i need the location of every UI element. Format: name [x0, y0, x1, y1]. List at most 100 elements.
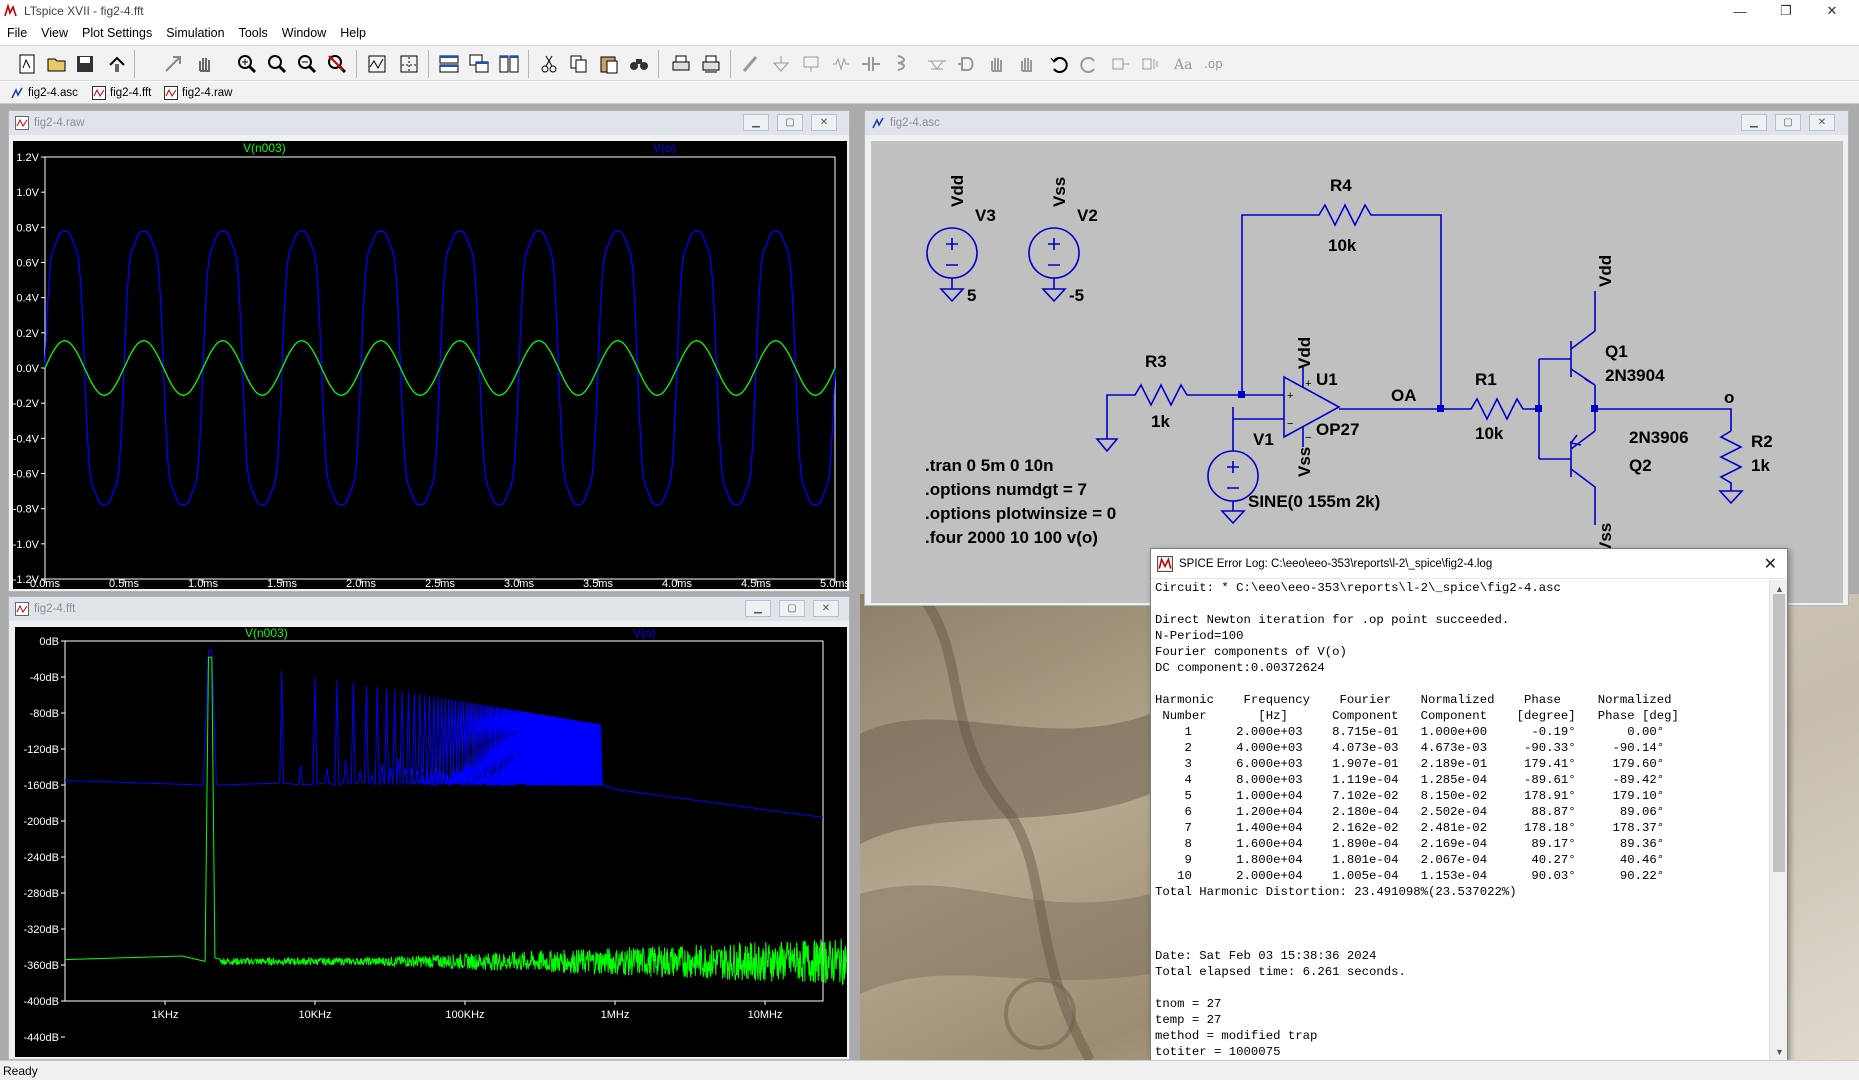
save-button[interactable] — [72, 52, 98, 76]
raw-close-button[interactable]: ✕ — [811, 114, 837, 131]
schematic-minimize-button[interactable]: ▁ — [1741, 114, 1767, 131]
schematic-canvas[interactable]: Vdd V3 5 Vss V2 -5 R4 10k R3 1k Vdd U1 O… — [871, 141, 1843, 603]
vn003-fft-trace[interactable] — [64, 656, 847, 986]
rotate-button[interactable] — [1108, 52, 1134, 76]
fft-close-button[interactable]: ✕ — [813, 600, 839, 617]
autorange-button[interactable] — [364, 52, 390, 76]
zoom-full-button[interactable] — [264, 52, 290, 76]
u1-model: OP27 — [1316, 420, 1359, 439]
r3-name: R3 — [1145, 352, 1167, 371]
schematic-maximize-button[interactable]: ▢ — [1775, 114, 1801, 131]
scroll-down-icon[interactable]: ▼ — [1775, 1047, 1784, 1057]
log-window-titlebar[interactable]: SPICE Error Log: C:\eeo\eeo-353\reports\… — [1151, 549, 1787, 579]
pick-traces-button[interactable] — [396, 52, 422, 76]
copy-button[interactable] — [566, 52, 592, 76]
fft-minimize-button[interactable]: ▁ — [745, 600, 771, 617]
run-button[interactable] — [160, 52, 186, 76]
component-icon — [958, 57, 974, 71]
close-button[interactable]: ✕ — [1809, 0, 1855, 22]
redo-button[interactable] — [1076, 52, 1102, 76]
zoom-out-button[interactable] — [294, 52, 320, 76]
trace-label-vn003[interactable]: V(n003) — [243, 141, 286, 155]
raw-maximize-button[interactable]: ▢ — [777, 114, 803, 131]
tab-fig2-4-asc[interactable]: fig2-4.asc — [10, 84, 78, 102]
log-line: DC component:0.00372624 — [1155, 661, 1325, 675]
menu-plot-settings[interactable]: Plot Settings — [82, 26, 153, 40]
text-button[interactable]: Aa — [1170, 52, 1196, 76]
print-setup-button[interactable] — [698, 52, 724, 76]
spice-directive-numdgt[interactable]: .options numdgt = 7 — [925, 480, 1087, 499]
fft-plot-window[interactable]: fig2-4.fft ▁ ▢ ✕ 0dB -40dB -80dB -120dB -160… — [8, 596, 850, 1060]
menu-file[interactable]: File — [7, 26, 28, 40]
undo-button[interactable] — [1046, 52, 1072, 76]
y-tick-label: -200dB — [24, 816, 59, 828]
paste-button[interactable] — [596, 52, 622, 76]
schematic-close-button[interactable]: ✕ — [1809, 114, 1835, 131]
trace-label-vo[interactable]: V(o) — [653, 141, 676, 155]
tile-vertical-button[interactable] — [496, 52, 522, 76]
spice-directive-button[interactable]: .op — [1200, 52, 1226, 76]
y-tick-label: -440dB — [24, 1032, 59, 1044]
scroll-up-icon[interactable]: ▲ — [1775, 584, 1784, 594]
vn003-trace[interactable] — [44, 340, 836, 396]
menu-simulation[interactable]: Simulation — [166, 26, 225, 40]
log-line: 10 2.000e+04 1.005e-04 1.153e-04 90.03° … — [1155, 869, 1665, 883]
save-icon — [77, 56, 93, 72]
schematic-window-titlebar[interactable]: fig2-4.asc — [865, 111, 1848, 135]
spice-directive-plotwinsize[interactable]: .options plotwinsize = 0 — [925, 504, 1116, 523]
log-text[interactable]: Circuit: * C:\eeo\eeo-353\reports\l-2\_s… — [1155, 580, 1767, 1060]
paste-icon — [600, 56, 618, 74]
zoom-full-icon — [268, 55, 287, 74]
inductor-button[interactable] — [888, 52, 914, 76]
open-button[interactable] — [44, 52, 70, 76]
raw-window-titlebar[interactable]: fig2-4.raw — [9, 111, 849, 135]
find-button[interactable] — [626, 52, 652, 76]
menu-help[interactable]: Help — [340, 26, 366, 40]
spice-directive-tran[interactable]: .tran 0 5m 0 10n — [925, 456, 1054, 475]
zoom-in-button[interactable] — [234, 52, 260, 76]
drag-button[interactable] — [1014, 52, 1040, 76]
minimize-button[interactable]: — — [1717, 0, 1763, 22]
fft-maximize-button[interactable]: ▢ — [779, 600, 805, 617]
fft-plot-area[interactable]: 0dB -40dB -80dB -120dB -160dB -200dB -240dB -28… — [15, 627, 847, 1057]
menu-view[interactable]: View — [41, 26, 69, 40]
log-scrollbar[interactable]: ▲ ▼ — [1769, 580, 1787, 1060]
schematic-window[interactable]: fig2-4.asc ▁ ▢ ✕ — [864, 110, 1849, 606]
x-tick-label: 1KHz — [152, 1009, 179, 1021]
restore-button[interactable]: ❐ — [1763, 0, 1809, 22]
component-button[interactable] — [954, 52, 980, 76]
cascade-button[interactable] — [466, 52, 492, 76]
tab-fig2-4-fft[interactable]: fig2-4.fft — [92, 84, 151, 102]
move-button[interactable] — [984, 52, 1010, 76]
fft-window-titlebar[interactable]: fig2-4.fft — [9, 597, 849, 621]
wire-button[interactable] — [738, 52, 764, 76]
menu-window[interactable]: Window — [281, 26, 327, 40]
print-button[interactable] — [668, 52, 694, 76]
resistor-button[interactable] — [828, 52, 854, 76]
spice-error-log-window[interactable]: SPICE Error Log: C:\eeo\eeo-353\reports\… — [1150, 548, 1788, 1060]
raw-plot-area[interactable]: 1.2V 1.0V 0.8V 0.6V 0.4V 0.2V 0.0V -0.2V -0.4V -0… — [13, 141, 847, 589]
x-tick-label: 3.0ms — [504, 578, 534, 589]
log-close-icon[interactable]: ✕ — [1763, 556, 1777, 573]
ground-button[interactable] — [768, 52, 794, 76]
diode-button[interactable] — [924, 52, 950, 76]
zoom-cancel-button[interactable] — [324, 52, 350, 76]
capacitor-button[interactable] — [858, 52, 884, 76]
raw-minimize-button[interactable]: ▁ — [743, 114, 769, 131]
trace-label-vo[interactable]: V(o) — [633, 627, 656, 640]
scroll-thumb[interactable] — [1773, 594, 1785, 872]
trace-label-vn003[interactable]: V(n003) — [245, 627, 288, 640]
label-button[interactable] — [798, 52, 824, 76]
mirror-button[interactable] — [1138, 52, 1164, 76]
tab-fig2-4-raw[interactable]: fig2-4.raw — [164, 84, 233, 102]
raw-plot-window[interactable]: fig2-4.raw ▁ ▢ ✕ 1.2V 1.0V 0.8V 0.6V 0.4V 0.2… — [8, 110, 850, 592]
tile-horizontal-button[interactable] — [436, 52, 462, 76]
vo-fft-trace[interactable] — [64, 649, 824, 818]
menu-tools[interactable]: Tools — [238, 26, 268, 40]
minimize-icon: ▁ — [752, 117, 760, 128]
control-panel-button[interactable] — [104, 52, 130, 76]
cut-button[interactable] — [536, 52, 562, 76]
halt-button[interactable] — [192, 52, 218, 76]
new-schematic-button[interactable] — [14, 52, 40, 76]
spice-directive-four[interactable]: .four 2000 10 100 v(o) — [925, 528, 1098, 547]
